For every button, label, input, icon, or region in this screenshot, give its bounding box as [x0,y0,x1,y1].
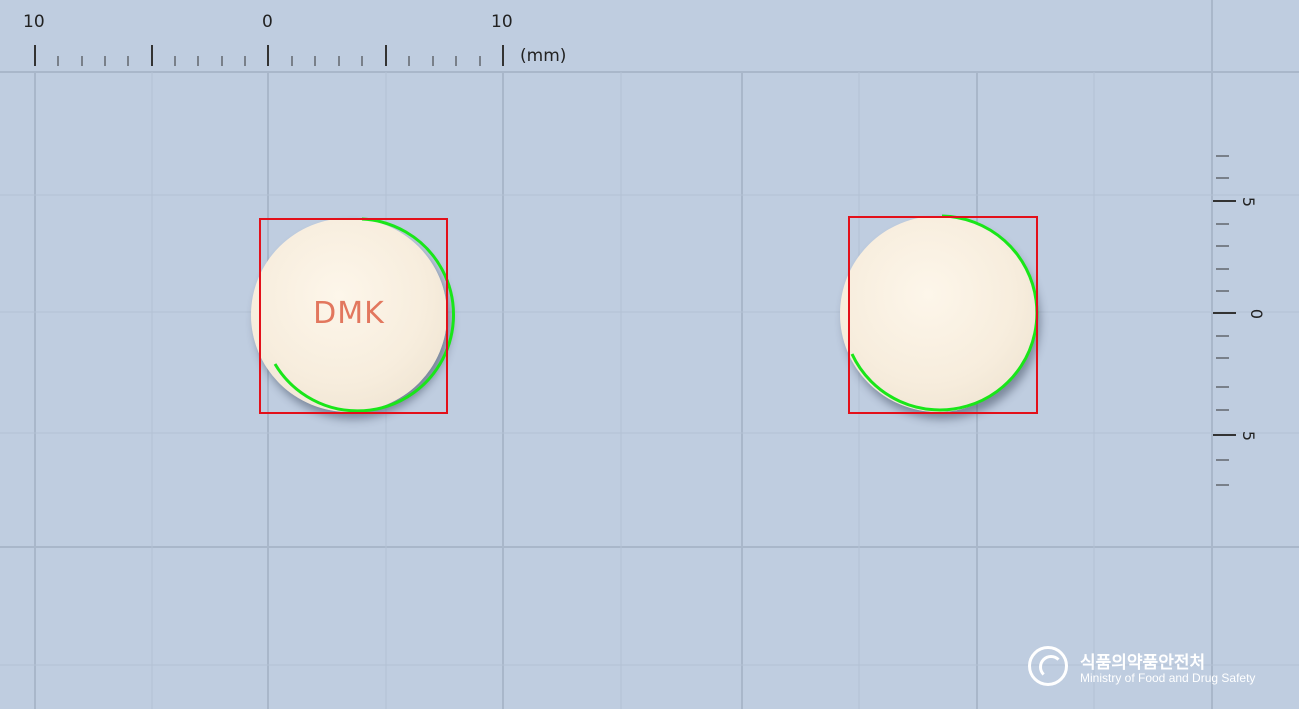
tablet-front: DMK [251,218,447,412]
tablet-front-contour [273,217,455,413]
right-ruler-label-top: 5 [1239,196,1259,208]
top-ruler-unit: (mm) [520,46,567,66]
tablet-front-bounding-box [259,218,448,414]
tablet-back-bounding-box [848,216,1038,414]
mfds-emblem-icon [1028,646,1068,686]
top-ruler-label-right: 10 [491,12,513,32]
right-ruler-label-zero: 0 [1247,308,1267,320]
logo-korean-text: 식품의약품안전처 [1080,653,1206,673]
tablet-back [840,216,1036,412]
logo-english-text: Ministry of Food and Drug Safety [1080,671,1256,685]
top-ruler-label-left: 10 [23,12,45,32]
mfds-logo: 식품의약품안전처 Ministry of Food and Drug Safet… [1028,646,1268,690]
tablet-back-contour [850,214,1039,412]
top-ruler-label-zero: 0 [262,12,273,32]
tablet-imprint: DMK [313,296,385,331]
right-ruler-label-bottom: 5 [1239,430,1259,442]
